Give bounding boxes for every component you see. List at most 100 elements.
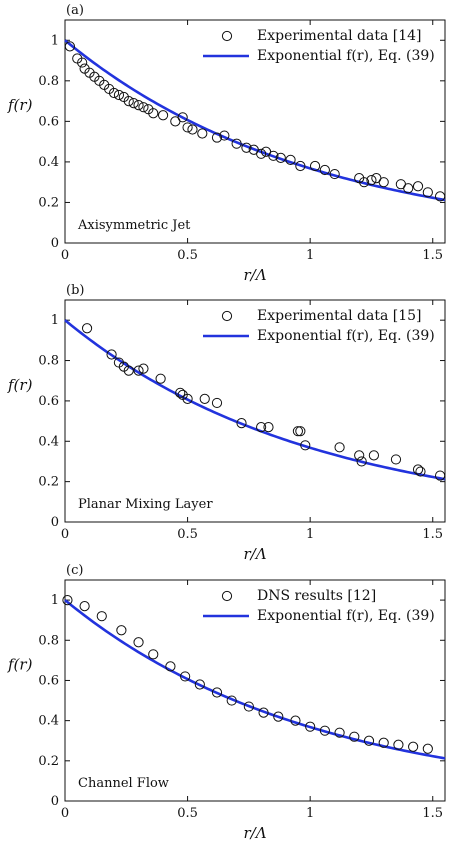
y-tick-label: 0.8 [38,74,59,89]
x-tick-label: 0 [61,527,69,542]
y-tick-label: 0.2 [38,754,59,769]
chart-panel-b: 0 0.5 1 1.5 0 0.2 0.4 0.6 0.8 1 r/Λ f(r) (b) Planar M… [7,283,446,563]
data-point [211,397,223,409]
data-point [434,191,446,202]
data-point [157,110,169,121]
data-point [219,130,230,141]
data-point [334,442,345,453]
data-point [165,661,176,672]
data-point [123,365,134,376]
data-point [113,89,125,101]
data-point [285,154,296,165]
data-point [177,112,188,123]
data-point [334,727,345,738]
x-tick-label: 0.5 [177,248,198,263]
data-point [182,122,193,133]
x-tick-label: 1.5 [422,248,443,263]
data-point [363,735,375,746]
y-tick-label: 1 [51,33,59,48]
data-point [128,98,139,109]
data-point [108,87,120,99]
y-tick-label: 0.6 [38,673,59,688]
chart-panel-a: 0 0.5 1 1.5 0 0.2 0.4 0.6 0.8 1 r/Λ f(r) (a) Axisymme… [7,3,446,284]
x-tick-label: 1.5 [422,806,443,821]
y-tick-label: 1 [51,313,59,328]
y-tick-label: 0 [51,515,59,530]
plot-frame [64,579,446,802]
data-point [148,649,159,660]
legend-label: Experimental data [14] [257,28,421,44]
series-line-exponential [64,599,446,760]
data-point [275,152,286,163]
data-point [180,671,191,682]
data-point [273,711,284,722]
panel-annotation: Axisymmetric Jet [77,218,191,233]
data-point [305,721,316,732]
y-tick-label: 0.2 [38,195,59,210]
data-point [96,611,107,622]
legend-label: Exponential f(r), Eq. (39) [257,328,435,344]
data-point [236,418,247,429]
legend-label: Exponential f(r), Eq. (39) [257,608,435,624]
data-point [256,148,267,159]
data-point [241,142,252,153]
data-point [243,701,254,712]
legend-label: Experimental data [15] [257,308,421,324]
data-point [199,393,210,404]
data-point [256,422,267,433]
data-point [81,323,93,334]
data-point [263,422,274,433]
data-point [155,373,166,384]
data-point [403,183,414,194]
data-point [133,637,144,648]
panel-label: (a) [66,3,84,18]
data-point [182,393,193,404]
data-point [295,426,306,437]
y-tick-label: 0.4 [38,434,59,449]
data-point [300,440,311,451]
data-point [368,450,380,461]
legend-label: DNS results [12] [257,588,376,604]
data-point [422,187,433,198]
legend-marker-circle [221,30,233,42]
data-point [309,160,321,172]
legend-marker-circle [221,590,233,602]
data-point [79,601,90,612]
y-tick-label: 0.6 [38,394,59,409]
data-point [358,177,370,188]
data-point [319,164,330,176]
data-point [290,715,301,726]
data-point [116,625,127,636]
x-tick-label: 1 [306,806,314,821]
x-axis-label: r/Λ [243,545,266,563]
data-point [366,175,377,186]
data-point [393,739,404,750]
panel-annotation: Planar Mixing Layer [78,497,213,512]
plot-frame [64,19,446,244]
y-tick-label: 1 [51,593,59,608]
data-point [349,731,360,742]
data-point [329,168,340,180]
panel-annotation: Channel Flow [78,776,169,791]
data-point [175,387,186,398]
data-point [268,150,279,161]
data-point [197,128,208,139]
series-line-exponential [64,39,446,202]
data-point [408,741,419,752]
panel-label: (b) [66,283,84,298]
data-point [133,365,144,376]
data-point [415,466,426,477]
data-point [138,363,149,374]
data-point [422,743,433,754]
data-point [123,95,134,107]
data-point [390,454,402,465]
data-point [226,695,237,706]
y-axis-label: f(r) [7,655,33,673]
data-point [106,349,117,360]
x-tick-label: 0.5 [177,806,198,821]
y-tick-label: 0.8 [38,354,59,369]
data-point [133,100,144,111]
y-tick-label: 0.6 [38,114,59,129]
data-point [231,138,242,149]
